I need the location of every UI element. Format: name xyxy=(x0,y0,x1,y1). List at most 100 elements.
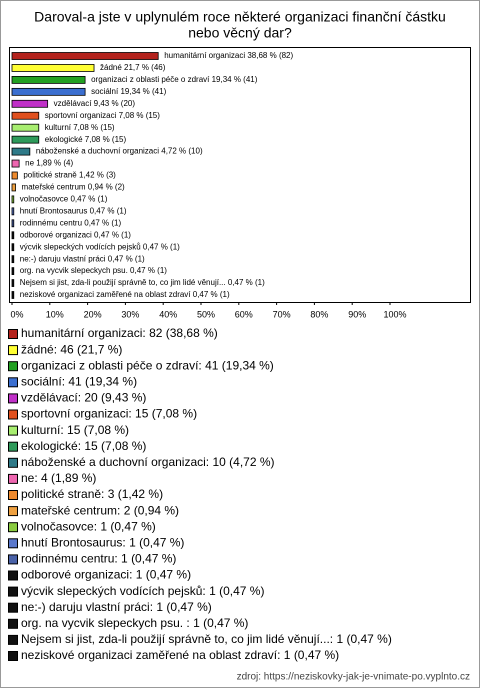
bar xyxy=(11,76,86,84)
legend-swatch xyxy=(8,441,18,452)
legend-label: volnočasovce: 1 (0,47 %) xyxy=(21,519,156,533)
chart-title: nebo věcný dar? xyxy=(188,25,292,41)
bar-label: hnutí Brontosaurus 0,47 % (1) xyxy=(20,206,127,215)
legend-label: ekologické: 15 (7,08 %) xyxy=(21,439,146,453)
bar-label: humanitární organizaci 38,68 % (82) xyxy=(164,51,293,60)
legend-label: organizaci z oblasti péče o zdraví: 41 (… xyxy=(21,358,274,372)
x-tick-label: 60% xyxy=(235,309,253,319)
x-tick-label: 90% xyxy=(348,309,366,319)
x-tick-label: 70% xyxy=(273,309,291,319)
bar xyxy=(11,52,159,60)
legend-swatch xyxy=(8,409,18,420)
x-tick-label: 10% xyxy=(46,309,64,319)
bar xyxy=(11,159,20,168)
legend-label: výcvik slepeckých vodících pejsků: 1 (0,… xyxy=(21,584,264,598)
legend-swatch xyxy=(8,377,18,388)
legend-swatch xyxy=(8,425,18,436)
bar-label: organizaci z oblasti péče o zdraví 19,34… xyxy=(91,75,258,84)
bar xyxy=(11,255,15,264)
bar xyxy=(11,183,16,192)
legend-swatch xyxy=(8,634,18,645)
plot-area xyxy=(9,47,471,303)
legend-swatch xyxy=(8,457,18,468)
legend-label: náboženské a duchovní organizaci: 10 (4,… xyxy=(21,455,275,469)
legend-label: Nejsem si jist, zda-li použijí správně t… xyxy=(21,632,392,646)
legend-swatch xyxy=(8,538,18,549)
x-tick-label: 80% xyxy=(310,309,328,319)
bar-label: Nejsem si jist, zda-li použijí správně t… xyxy=(20,278,265,287)
bar xyxy=(11,243,15,252)
bar-label: politické straně 1,42 % (3) xyxy=(23,171,116,180)
legend-swatch xyxy=(8,554,18,565)
bar-label: rodinnému centru 0,47 % (1) xyxy=(20,218,122,227)
bar-label: výcvik slepeckých vodících pejsků 0,47 %… xyxy=(20,242,180,251)
legend-label: vzdělávací: 20 (9,43 %) xyxy=(21,391,146,405)
bar xyxy=(11,195,15,204)
source: zdroj: https://neziskovky-jak-je-vnimate… xyxy=(237,672,470,683)
x-tick-label: 40% xyxy=(159,309,177,319)
bar xyxy=(11,111,40,120)
bar-label: sociální 19,34 % (41) xyxy=(91,87,166,96)
legend-swatch xyxy=(8,618,18,629)
bar-label: volnočasovce 0,47 % (1) xyxy=(20,195,108,204)
x-tick-label: 0% xyxy=(10,309,23,319)
legend-label: hnutí Brontosaurus: 1 (0,47 %) xyxy=(21,535,184,549)
legend-swatch xyxy=(8,490,18,500)
legend-label: org. na vycvik slepeckych psu. : 1 (0,47… xyxy=(21,616,248,630)
legend-swatch xyxy=(8,506,18,517)
bar xyxy=(11,171,18,180)
legend-swatch xyxy=(8,329,18,339)
bar-label: odborové organizaci 0,47 % (1) xyxy=(20,230,132,239)
bar xyxy=(11,135,40,144)
bar xyxy=(11,219,15,228)
bar xyxy=(11,279,15,287)
bar-label: vzdělávací 9,43 % (20) xyxy=(54,99,136,108)
legend-label: žádné: 46 (21,7 %) xyxy=(21,342,122,356)
x-tick-label: 50% xyxy=(197,309,215,319)
legend-label: mateřské centrum: 2 (0,94 %) xyxy=(21,503,179,517)
x-tick-label: 20% xyxy=(84,309,102,319)
legend-label: ne:-) daruju vlastní práci: 1 (0,47 %) xyxy=(21,600,212,614)
legend-label: kulturní: 15 (7,08 %) xyxy=(21,423,129,437)
legend-swatch xyxy=(8,570,18,581)
bar xyxy=(11,123,40,132)
legend-swatch xyxy=(8,473,18,484)
legend-label: rodinnému centru: 1 (0,47 %) xyxy=(21,552,176,566)
bar xyxy=(11,64,95,72)
bar-label: ne:-) daruju vlastní práci 0,47 % (1) xyxy=(20,254,145,263)
legend-label: sportovní organizaci: 15 (7,08 %) xyxy=(21,407,197,421)
bar-label: ekologické 7,08 % (15) xyxy=(45,135,127,144)
bar xyxy=(11,99,49,108)
legend-swatch xyxy=(8,586,18,597)
bar-label: org. na vycvik slepeckych psu. 0,47 % (1… xyxy=(20,266,168,275)
legend-swatch xyxy=(8,393,18,404)
legend-swatch xyxy=(8,345,18,356)
bar xyxy=(11,147,31,156)
bar-label: mateřské centrum 0,94 % (2) xyxy=(22,183,125,192)
bar-label: sportovní organizaci 7,08 % (15) xyxy=(45,111,161,120)
x-tick-label: 100% xyxy=(383,309,406,319)
legend-swatch xyxy=(8,602,18,613)
bar-label: náboženské a duchovní organizaci 4,72 % … xyxy=(36,147,203,156)
bar-label: neziskové organizaci zaměřené na oblast … xyxy=(20,290,230,299)
bar xyxy=(11,291,15,299)
legend-swatch xyxy=(8,651,18,661)
bar xyxy=(11,267,15,276)
legend-label: neziskové organizaci zaměřené na oblast … xyxy=(21,648,339,662)
bar-label: kulturní 7,08 % (15) xyxy=(45,123,115,132)
legend-label: sociální: 41 (19,34 %) xyxy=(21,374,137,388)
legend-label: ne: 4 (1,89 %) xyxy=(21,471,96,485)
legend-swatch xyxy=(8,361,18,372)
legend-label: politické straně: 3 (1,42 %) xyxy=(21,487,163,501)
chart-title: Daroval-a jste v uplynulém roce některé … xyxy=(34,9,446,25)
x-tick-label: 30% xyxy=(121,309,139,319)
legend-label: odborové organizaci: 1 (0,47 %) xyxy=(21,568,191,582)
legend-swatch xyxy=(8,522,18,533)
bar-label: ne 1,89 % (4) xyxy=(25,159,73,168)
bar xyxy=(11,231,15,240)
bar-label: žádné 21,7 % (46) xyxy=(100,63,166,72)
legend-label: humanitární organizaci: 82 (38,68 %) xyxy=(21,326,218,340)
bar xyxy=(11,207,15,216)
bar xyxy=(11,87,86,96)
